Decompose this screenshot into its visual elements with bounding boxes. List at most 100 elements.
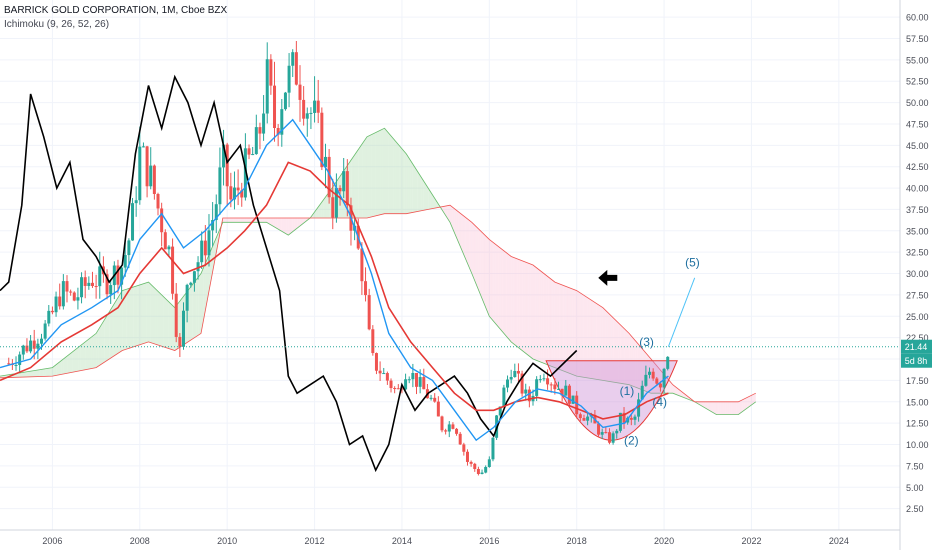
candle-up (287, 65, 291, 93)
candle-up (334, 187, 338, 218)
cloud-segment-bear (467, 218, 470, 269)
cloud-segment-bear (578, 292, 582, 377)
cloud-segment-bear (613, 318, 617, 383)
candle-down (7, 363, 11, 365)
y-tick-label: 57.50 (906, 34, 929, 44)
cloud-segment-bear (458, 212, 461, 248)
candle-down (247, 148, 251, 155)
cloud-segment-bull (89, 336, 92, 369)
candle-down (94, 286, 98, 288)
candle-down (331, 197, 335, 218)
candle-up (484, 466, 488, 473)
cloud-segment-bear (753, 393, 756, 404)
last-price-text: 21.44 (905, 342, 928, 352)
x-tick-label: 2022 (741, 536, 761, 546)
cloud-segment-bull (124, 289, 127, 350)
grid-lines (0, 0, 900, 530)
cloud-segment-bull (137, 284, 140, 346)
cloud-segment-bear (456, 210, 459, 243)
candle-up (98, 266, 102, 287)
y-tick-label: 47.50 (906, 119, 929, 129)
candle-down (440, 416, 444, 431)
candle-up (633, 416, 637, 420)
wave-label: (3) (639, 335, 654, 349)
candle-up (254, 127, 258, 155)
y-tick-label: 2.50 (906, 504, 924, 514)
cloud-segment-bear (281, 217, 284, 233)
cloud-segment-bull (192, 282, 195, 340)
cloud-segment-bull (410, 160, 413, 213)
cloud-segment-bull (100, 322, 103, 365)
arrow-left-icon (598, 269, 618, 286)
cloud-segment-bull (380, 129, 383, 215)
candle-down (276, 127, 280, 135)
candle-down (320, 112, 324, 168)
candle-up (407, 379, 411, 381)
cloud-segment-bear (594, 302, 597, 380)
candle-down (327, 156, 331, 198)
cloud-segment-bull (135, 285, 138, 347)
cloud-segment-bear (736, 401, 739, 415)
cloud-segment-bear (279, 217, 282, 232)
cloud-segment-bear (517, 259, 520, 349)
candle-down (203, 240, 207, 256)
price-axis[interactable]: 60.00 57.50 55.00 52.50 50.00 47.50 45.00 42.50… (906, 13, 929, 515)
cloud-segment-bear (495, 244, 499, 327)
cloud-segment-bear (484, 235, 488, 311)
candle-down (32, 340, 36, 349)
cloud-segment-bull (50, 367, 53, 377)
cloud-segment-bull (91, 335, 94, 369)
cloud-segment-bear (522, 260, 525, 353)
cloud-segment-bear (709, 401, 713, 413)
y-tick-label: 37.50 (906, 205, 929, 215)
candle-down (152, 165, 156, 195)
cloud-segment-bear (242, 217, 245, 223)
y-tick-label: 25.00 (906, 312, 929, 322)
candle-up (18, 354, 22, 365)
cloud-segment-bull (157, 290, 160, 346)
cloud-segment-bull (386, 130, 389, 214)
candle-up (513, 370, 517, 377)
cloud-segment-bear (533, 265, 536, 360)
candle-down (90, 282, 94, 287)
wave-label: (2) (624, 434, 639, 448)
cloud-segment-bear (602, 307, 606, 381)
cloud-segment-bear (246, 217, 250, 223)
cloud-segment-bull (205, 258, 208, 311)
cloud-segment-bull (85, 340, 88, 370)
cloud-segment-bear (275, 217, 278, 229)
candle-down (393, 388, 397, 390)
cloud-segment-bear (744, 397, 748, 410)
cloud-segment-bear (450, 205, 453, 228)
cloud-segment-bear (616, 320, 619, 383)
cloud-segment-bear (229, 217, 232, 223)
candle-up (181, 310, 185, 347)
candle-down (58, 296, 62, 307)
cloud-segment-bear (511, 256, 514, 344)
candle-up (40, 338, 44, 344)
cloud-segment-bear (480, 230, 483, 301)
wave-label: (5) (685, 256, 700, 270)
candle-up (283, 92, 287, 110)
cloud-segment-bull (76, 347, 79, 372)
candle-down (229, 186, 233, 200)
y-tick-label: 12.50 (906, 419, 929, 429)
y-tick-label: 55.00 (906, 55, 929, 65)
cloud-segment-bear (742, 398, 745, 412)
cloud-segment-bear (620, 324, 623, 384)
cloud-segment-bull (312, 212, 315, 218)
cloud-segment-bear (738, 400, 741, 415)
candle-up (313, 100, 317, 113)
cloud-segment-bull (61, 359, 64, 375)
cloud-segment-bear (445, 205, 448, 219)
candle-down (415, 372, 419, 387)
candle-up (542, 378, 546, 380)
candle-up (189, 282, 193, 285)
cloud-segment-bull (382, 128, 385, 215)
cloud-segment-bear (642, 348, 645, 391)
candle-down (25, 345, 29, 352)
cloud-segment-bull (196, 276, 199, 337)
cloud-segment-bull (321, 200, 324, 218)
time-axis[interactable]: 2006 2008 2010 2012 2014 2016 2018 2020 2022 2024 (42, 536, 848, 546)
